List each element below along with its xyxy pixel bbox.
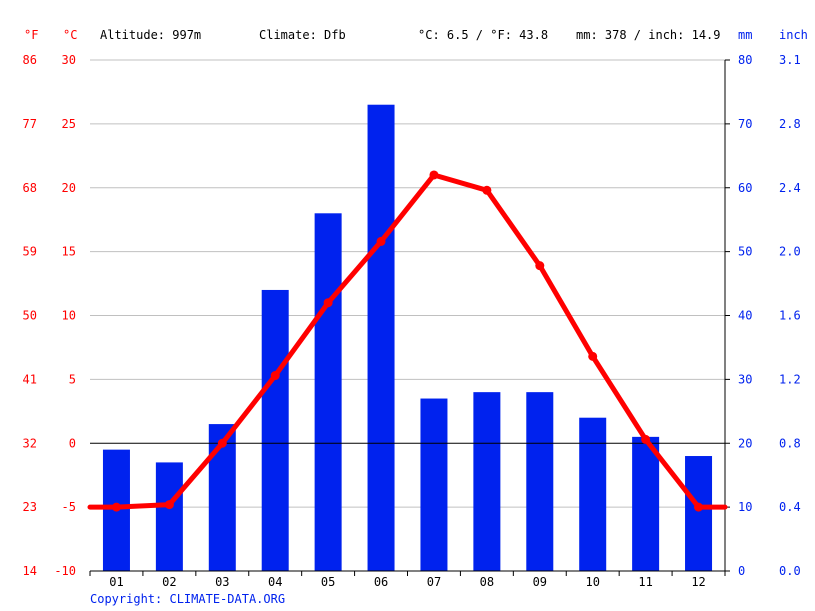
- temperature-line-path: [87, 172, 728, 510]
- fahrenheit-unit-label: °F: [24, 28, 39, 42]
- precipitation-total-text: mm: 378 / inch: 14.9: [576, 28, 721, 42]
- celsius-tick-label: 5: [69, 372, 76, 386]
- temperature-point: [694, 502, 704, 512]
- axes: [89, 59, 730, 576]
- month-tick-label: 10: [585, 575, 599, 589]
- precipitation-bar: [420, 398, 448, 571]
- celsius-tick-label: -10: [54, 564, 76, 578]
- inch-unit-label: inch: [779, 28, 808, 42]
- mm-tick-label: 50: [738, 245, 752, 259]
- fahrenheit-tick-label: 50: [23, 309, 37, 323]
- fahrenheit-tick-label: 41: [23, 372, 37, 386]
- celsius-tick-label: 30: [62, 53, 76, 67]
- temperature-point: [111, 502, 121, 512]
- month-tick-label: 06: [374, 575, 388, 589]
- inch-tick-label: 1.2: [779, 372, 801, 386]
- temperature-point: [164, 500, 174, 510]
- climate-text: Climate: Dfb: [259, 28, 346, 42]
- fahrenheit-tick-label: 86: [23, 53, 37, 67]
- precipitation-bar: [367, 104, 395, 572]
- temperature-point: [641, 434, 651, 444]
- fahrenheit-tick-label: 68: [23, 181, 37, 195]
- precipitation-bar: [685, 456, 713, 571]
- altitude-text: Altitude: 997m: [100, 28, 202, 42]
- temperature-point: [535, 261, 545, 271]
- precipitation-bar: [473, 392, 501, 571]
- month-tick-label: 08: [480, 575, 494, 589]
- mm-tick-label: 30: [738, 372, 752, 386]
- average-temperature-text: °C: 6.5 / °F: 43.8: [418, 28, 549, 42]
- copyright-text: Copyright: CLIMATE-DATA.ORG: [90, 592, 286, 606]
- fahrenheit-tick-label: 14: [23, 564, 37, 578]
- month-tick-label: 07: [427, 575, 441, 589]
- inch-tick-label: 0.4: [779, 500, 801, 514]
- inch-tick-label: 3.1: [779, 53, 801, 67]
- celsius-tick-label: 10: [62, 309, 76, 323]
- month-tick-label: 04: [268, 575, 282, 589]
- temperature-line: [87, 170, 728, 512]
- mm-tick-label: 60: [738, 181, 752, 195]
- celsius-tick-label: 25: [62, 117, 76, 131]
- precipitation-bar: [579, 417, 607, 571]
- month-tick-label: 03: [215, 575, 229, 589]
- month-tick-label: 02: [162, 575, 176, 589]
- month-tick-label: 01: [109, 575, 123, 589]
- temperature-point: [429, 170, 439, 180]
- celsius-tick-label: 0: [69, 436, 76, 450]
- precipitation-bars: [102, 104, 713, 572]
- precipitation-bar: [261, 289, 289, 571]
- mm-tick-label: 10: [738, 500, 752, 514]
- month-tick-label: 05: [321, 575, 335, 589]
- precipitation-bar: [632, 436, 660, 571]
- celsius-tick-label: 20: [62, 181, 76, 195]
- inch-tick-label: 1.6: [779, 309, 801, 323]
- precipitation-bar: [314, 213, 342, 572]
- inch-tick-label: 2.8: [779, 117, 801, 131]
- tick-labels: 86 30 77 25 68 20 59 15 50 10 41 5 32 0 23 -5 14 -10 80 3.1…: [23, 53, 801, 589]
- celsius-unit-label: °C: [63, 28, 78, 42]
- inch-tick-label: 2.4: [779, 181, 801, 195]
- mm-tick-label: 20: [738, 436, 752, 450]
- celsius-tick-label: -5: [62, 500, 76, 514]
- fahrenheit-tick-label: 23: [23, 500, 37, 514]
- inch-tick-label: 2.0: [779, 245, 801, 259]
- mm-tick-label: 80: [738, 53, 752, 67]
- precipitation-bar: [526, 392, 554, 571]
- temperature-point: [217, 438, 227, 448]
- inch-tick-label: 0.0: [779, 564, 801, 578]
- precipitation-bar: [208, 424, 236, 571]
- fahrenheit-tick-label: 59: [23, 245, 37, 259]
- celsius-tick-label: 15: [62, 245, 76, 259]
- precipitation-bar: [155, 462, 183, 571]
- temperature-point: [270, 371, 280, 381]
- temperature-point: [376, 236, 386, 246]
- mm-tick-label: 0: [738, 564, 745, 578]
- temperature-point: [323, 298, 333, 308]
- temperature-point: [588, 351, 598, 361]
- fahrenheit-tick-label: 32: [23, 436, 37, 450]
- grid-lines: [90, 59, 725, 508]
- fahrenheit-tick-label: 77: [23, 117, 37, 131]
- month-tick-label: 09: [533, 575, 547, 589]
- temperature-point: [482, 185, 492, 195]
- month-tick-label: 11: [638, 575, 652, 589]
- mm-tick-label: 40: [738, 309, 752, 323]
- mm-unit-label: mm: [738, 28, 753, 42]
- inch-tick-label: 0.8: [779, 436, 801, 450]
- month-tick-label: 12: [691, 575, 705, 589]
- mm-tick-label: 70: [738, 117, 752, 131]
